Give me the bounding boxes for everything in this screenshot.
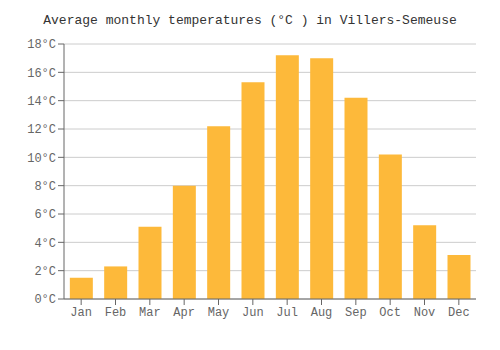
- svg-text:Jul: Jul: [276, 306, 298, 320]
- svg-text:6°C: 6°C: [34, 208, 56, 222]
- svg-text:Oct: Oct: [379, 306, 401, 320]
- svg-text:Jun: Jun: [242, 306, 264, 320]
- svg-text:8°C: 8°C: [34, 180, 56, 194]
- svg-text:10°C: 10°C: [27, 152, 56, 166]
- svg-text:12°C: 12°C: [27, 123, 56, 137]
- html-text:Average monthly temperatures (: Average monthly temperatures (°C ) in Vi…: [43, 13, 457, 28]
- svg-text:0°C: 0°C: [34, 293, 56, 307]
- svg-text:14°C: 14°C: [27, 95, 56, 109]
- svg-text:Aug: Aug: [311, 306, 333, 320]
- svg-text:Mar: Mar: [139, 306, 161, 320]
- svg-text:2°C: 2°C: [34, 265, 56, 279]
- svg-text:Nov: Nov: [414, 306, 436, 320]
- svg-text:Dec: Dec: [448, 306, 470, 320]
- svg-text:May: May: [208, 306, 230, 320]
- svg-text:4°C: 4°C: [34, 237, 56, 251]
- svg-text:16°C: 16°C: [27, 67, 56, 81]
- svg-text:18°C: 18°C: [27, 38, 56, 52]
- svg-text:Jan: Jan: [70, 306, 92, 320]
- svg-text:Sep: Sep: [345, 306, 367, 320]
- svg-text:Feb: Feb: [105, 306, 127, 320]
- svg-text:Apr: Apr: [173, 306, 195, 320]
